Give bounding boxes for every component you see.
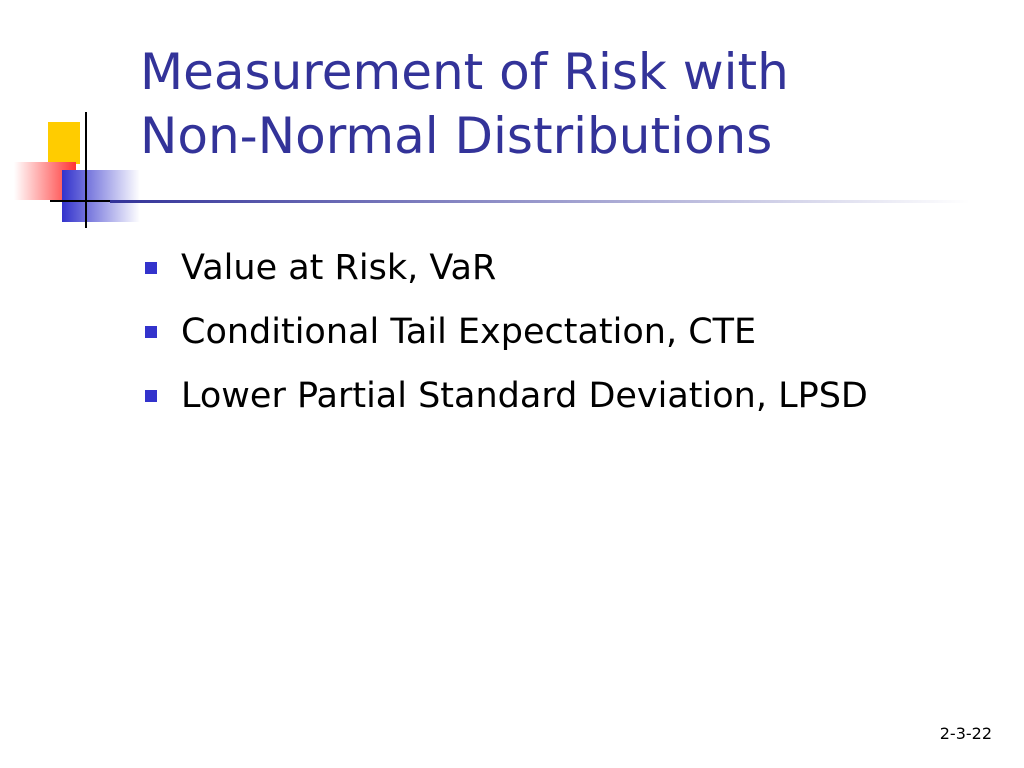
bullet: Lower Partial Standard Deviation, LPSD [145, 364, 868, 428]
bullet: Value at Risk, VaR [145, 236, 868, 300]
title: Measurement of Risk with Non-Normal Dist… [140, 40, 789, 168]
bullet: Conditional Tail Expectation, CTE [145, 300, 868, 364]
title-line: Non-Normal Distributions [140, 107, 773, 165]
deco-blue [62, 170, 140, 222]
deco-yellow [48, 122, 80, 164]
slide-number: 2-3-22 [939, 724, 992, 743]
title-line: Measurement of Risk with [140, 43, 789, 101]
title-rule [110, 200, 970, 203]
bullet-list: Value at Risk, VaR Conditional Tail Expe… [145, 236, 868, 428]
